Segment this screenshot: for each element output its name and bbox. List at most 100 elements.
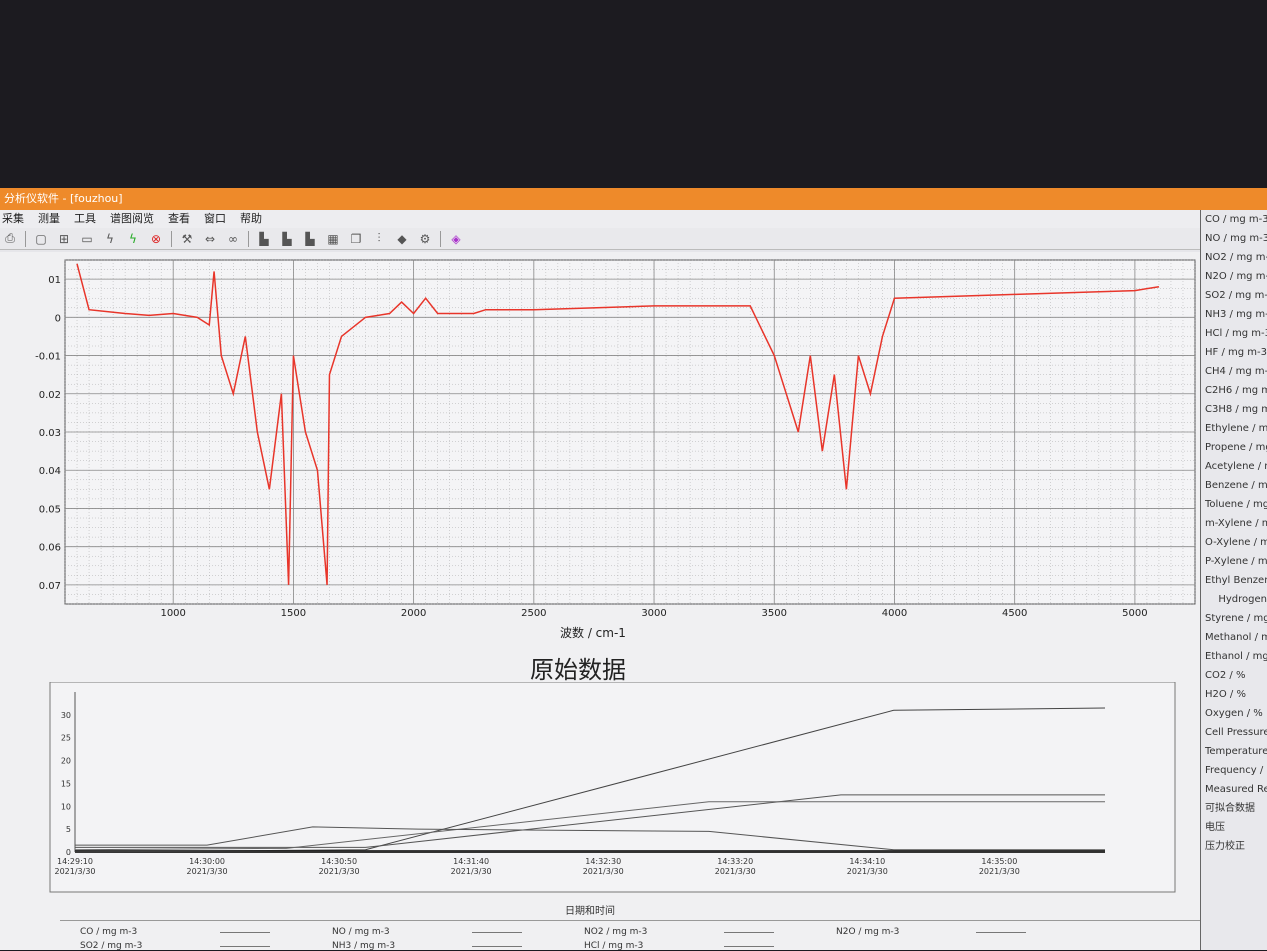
open-icon[interactable]: ▢ — [35, 231, 47, 246]
component-item[interactable]: Temperature — [1205, 746, 1267, 757]
x-tick-label: 2500 — [521, 608, 546, 619]
menu-item-5[interactable]: 窗口 — [204, 212, 226, 225]
lightning-icon[interactable]: ϟ — [106, 231, 114, 246]
component-item[interactable]: HCl / mg m-3 — [1205, 328, 1267, 339]
chart3-icon[interactable]: ▙ — [305, 231, 315, 246]
stop-icon[interactable]: ⊗ — [150, 231, 162, 246]
menu-item-4[interactable]: 查看 — [168, 212, 190, 225]
component-item[interactable]: Methanol / mg m-3 — [1205, 632, 1267, 643]
menu-item-3[interactable]: 谱图阅览 — [110, 212, 154, 225]
x-tick-time: 14:31:40 — [453, 857, 489, 866]
component-item[interactable]: m-Xylene / mg m-3 — [1205, 518, 1267, 529]
menu-item-2[interactable]: 工具 — [74, 212, 96, 225]
component-item[interactable]: CO2 / % — [1205, 670, 1246, 681]
app-window: 分析仪软件 - [fouzhou] 采集 测量 工具 谱图阅览 查看 窗口 帮助 ⎙ ▢ ⊞ ▭ ϟ… — [0, 188, 1267, 951]
line-icon[interactable]: ▭ — [81, 231, 93, 246]
component-item[interactable]: Propene / mg m-3 — [1205, 442, 1267, 453]
x-tick-time: 14:34:10 — [849, 857, 885, 866]
x-tick-time: 14:29:10 — [57, 857, 93, 866]
y-tick-label: 30 — [61, 711, 71, 720]
y-tick-label: 0.05 — [39, 504, 61, 515]
menu-item-6[interactable]: 帮助 — [240, 212, 262, 225]
legend-swatch — [724, 931, 774, 933]
component-item[interactable]: 电压 — [1205, 822, 1225, 833]
component-item[interactable]: NH3 / mg m-3 — [1205, 309, 1267, 320]
link-icon[interactable]: ∞ — [228, 231, 238, 246]
component-item[interactable]: H2O / % — [1205, 689, 1246, 700]
component-item[interactable]: NO2 / mg m-3 — [1205, 252, 1267, 263]
legend-swatch — [472, 945, 522, 947]
y-tick-label: 20 — [61, 757, 71, 766]
component-item[interactable]: CH4 / mg m-3 — [1205, 366, 1267, 377]
component-item[interactable]: Acetylene / mg m-3 — [1205, 461, 1267, 472]
legend-swatch — [220, 931, 270, 933]
menu-item-1[interactable]: 测量 — [38, 212, 60, 225]
book-icon[interactable]: ◈ — [451, 231, 461, 246]
x-tick-label: 5000 — [1122, 608, 1147, 619]
x-tick-date: 2021/3/30 — [979, 867, 1020, 876]
series-line-3 — [75, 826, 1105, 851]
x-tick-time: 14:33:20 — [717, 857, 753, 866]
legend-label: NO2 / mg m-3 — [584, 927, 648, 937]
diamond-icon[interactable]: ◆ — [397, 231, 407, 246]
component-item[interactable]: CO / mg m-3 — [1205, 214, 1267, 225]
component-item[interactable]: HF / mg m-3 — [1205, 347, 1267, 358]
print-icon[interactable]: ⎙ — [5, 231, 15, 245]
x-tick-label: 1000 — [160, 608, 185, 619]
copy-icon[interactable]: ❐ — [350, 231, 362, 246]
component-item[interactable]: C3H8 / mg m-3 — [1205, 404, 1267, 415]
component-item[interactable]: Ethanol / mg m-3 — [1205, 651, 1267, 662]
component-item[interactable]: Ethyl Benzene — [1205, 575, 1267, 586]
legend-swatch — [220, 945, 270, 947]
legend-label: N2O / mg m-3 — [836, 927, 900, 937]
chart1-icon[interactable]: ▙ — [259, 231, 269, 246]
y-tick-label: 5 — [66, 825, 71, 834]
legend-label: CO / mg m-3 — [80, 927, 138, 937]
component-item[interactable]: Oxygen / % — [1205, 708, 1263, 719]
x-tick-label: 3500 — [762, 608, 787, 619]
legend-item: NH3 / mg m-3 — [332, 941, 522, 951]
component-list: CO / mg m-3 NO / mg m-3 NO2 / mg m-3 N2O / … — [1200, 210, 1267, 950]
y-tick-label: 10 — [61, 802, 71, 811]
split-icon[interactable]: ⫶ — [377, 231, 381, 245]
component-item[interactable]: Benzene / mg m-3 — [1205, 480, 1267, 491]
toolbar: ⎙ ▢ ⊞ ▭ ϟ ϟ ⊗ ⚒ ⇔ ∞ ▙ ▙ ▙ ▦ ❐ ⫶ ◆ ⚙ ◈ — [0, 228, 1267, 250]
legend: CO / mg m-3 NO / mg m-3 NO2 / mg m-3 N2O / … — [60, 920, 1200, 951]
component-item[interactable]: SO2 / mg m-3 — [1205, 290, 1267, 301]
component-item[interactable]: Measured Re — [1205, 784, 1267, 795]
toolbar-separator — [171, 230, 172, 247]
y-tick-label: 0.06 — [39, 543, 61, 554]
component-item[interactable]: NO / mg m-3 — [1205, 233, 1267, 244]
grid-icon[interactable]: ⊞ — [58, 231, 70, 246]
component-item[interactable]: P-Xylene / mg m-3 — [1205, 556, 1267, 567]
gear-icon[interactable]: ⚙ — [419, 231, 431, 246]
x-tick-date: 2021/3/30 — [583, 867, 624, 876]
component-item[interactable]: Hydrogen — [1218, 594, 1267, 605]
component-item[interactable]: Styrene / mg m-3 — [1205, 613, 1267, 624]
y-tick-label: 0.04 — [39, 466, 61, 477]
component-item[interactable]: 压力校正 — [1205, 841, 1245, 852]
x-tick-time: 14:32:30 — [585, 857, 621, 866]
component-item[interactable]: O-Xylene / mg m-3 — [1205, 537, 1267, 548]
component-item[interactable]: N2O / mg m-3 — [1205, 271, 1267, 282]
legend-item: N2O / mg m-3 — [836, 927, 1026, 937]
arrows-icon[interactable]: ⇔ — [204, 231, 216, 246]
table-icon[interactable]: ▦ — [327, 231, 339, 246]
y-tick-label: 0 — [66, 848, 71, 857]
toolbar-separator — [25, 230, 26, 247]
x-tick-label: 4000 — [882, 608, 907, 619]
lightning-green-icon[interactable]: ϟ — [129, 231, 137, 246]
legend-item: SO2 / mg m-3 — [80, 941, 270, 951]
component-item[interactable]: Ethylene / mg m-3 — [1205, 423, 1267, 434]
spectrum-line — [76, 263, 1160, 585]
tools-icon[interactable]: ⚒ — [181, 231, 193, 246]
component-item[interactable]: Cell Pressure — [1205, 727, 1267, 738]
component-item[interactable]: 可拟合数据 — [1205, 803, 1255, 814]
component-item[interactable]: Frequency / Hz — [1205, 765, 1267, 776]
component-item[interactable]: C2H6 / mg m-3 — [1205, 385, 1267, 396]
component-item[interactable]: Toluene / mg m-3 — [1205, 499, 1267, 510]
legend-label: NO / mg m-3 — [332, 927, 390, 937]
menu-item-0[interactable]: 采集 — [2, 212, 24, 225]
chart2-icon[interactable]: ▙ — [282, 231, 292, 246]
toolbar-separator — [248, 230, 249, 247]
